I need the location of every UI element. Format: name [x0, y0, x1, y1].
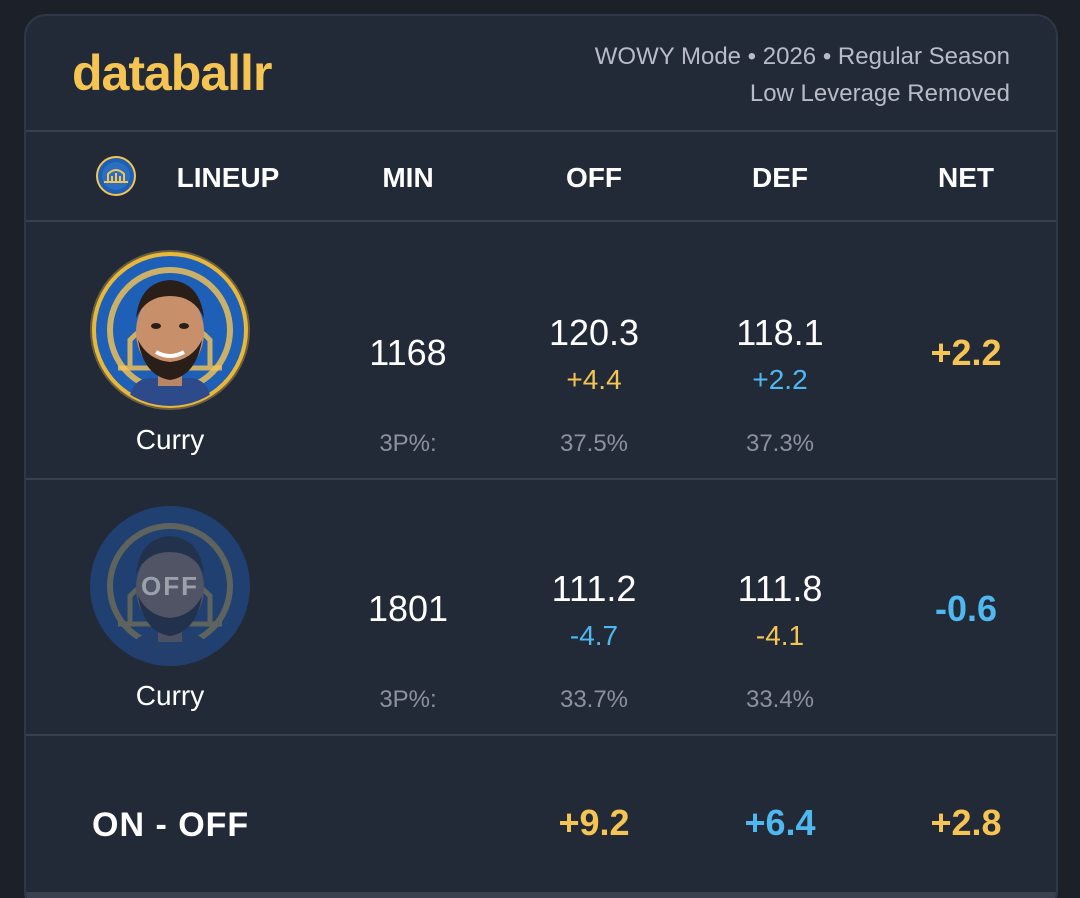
off-delta: -4.7: [569, 620, 619, 651]
def-three-pt: 33.4%: [745, 686, 815, 713]
net-rating: +2.2: [930, 332, 1002, 373]
player-avatar-on: [90, 250, 250, 410]
card-header: databallr WOWY Mode • 2026 • Regular Sea…: [26, 16, 1056, 132]
def-delta: -4.1: [755, 620, 805, 651]
min-value: 1168: [369, 332, 447, 373]
player-avatar-off: [90, 506, 250, 666]
min-value: 1801: [367, 588, 449, 629]
lineup-row-off[interactable]: OFF Curry 1801 3P%: 111.2 -4.7 33.7% 111…: [26, 480, 1056, 736]
player-name[interactable]: Curry: [135, 680, 205, 711]
off-three-pt: 33.7%: [559, 686, 629, 713]
three-pt-label: 3P%:: [379, 430, 437, 457]
card-bottom-edge: [26, 892, 1056, 898]
mode-info: WOWY Mode • 2026 • Regular Season Low Le…: [595, 38, 1010, 112]
off-rating: 111.2: [551, 568, 637, 609]
column-header-row: LINEUP MIN OFF DEF NET: [26, 134, 1056, 222]
on-off-summary: ON - OFF +9.2 +6.4 +2.8: [26, 736, 1056, 892]
off-delta: +4.4: [566, 364, 622, 395]
column-lineup[interactable]: LINEUP: [176, 162, 280, 193]
summary-net: +2.8: [930, 802, 1002, 843]
column-min[interactable]: MIN: [382, 162, 434, 193]
player-name[interactable]: Curry: [135, 424, 205, 455]
off-badge: OFF: [141, 570, 199, 601]
three-pt-label: 3P%:: [379, 686, 437, 713]
column-def[interactable]: DEF: [752, 162, 808, 193]
def-delta: +2.2: [752, 364, 808, 395]
warriors-logo-icon: [96, 156, 136, 196]
mode-line-1: WOWY Mode • 2026 • Regular Season: [594, 43, 1010, 70]
def-three-pt: 37.3%: [745, 430, 815, 457]
lineup-row-on[interactable]: Curry 1168 3P%: 120.3 +4.4 37.5% 118.1 +…: [26, 224, 1056, 480]
mode-line-2: Low Leverage Removed: [749, 80, 1010, 107]
summary-off: +9.2: [558, 802, 630, 843]
databallr-logo[interactable]: databallr: [72, 45, 272, 101]
column-off[interactable]: OFF: [566, 162, 622, 193]
def-rating: 111.8: [737, 568, 823, 609]
summary-def: +6.4: [744, 802, 816, 843]
summary-title: ON - OFF: [92, 806, 250, 844]
def-rating: 118.1: [736, 312, 824, 353]
net-rating: -0.6: [934, 588, 998, 629]
player-avatar-off-wrap: OFF: [88, 504, 252, 668]
wowy-card: databallr WOWY Mode • 2026 • Regular Sea…: [24, 14, 1058, 898]
off-rating: 120.3: [548, 312, 640, 353]
column-net[interactable]: NET: [938, 162, 994, 193]
off-three-pt: 37.5%: [559, 430, 629, 457]
